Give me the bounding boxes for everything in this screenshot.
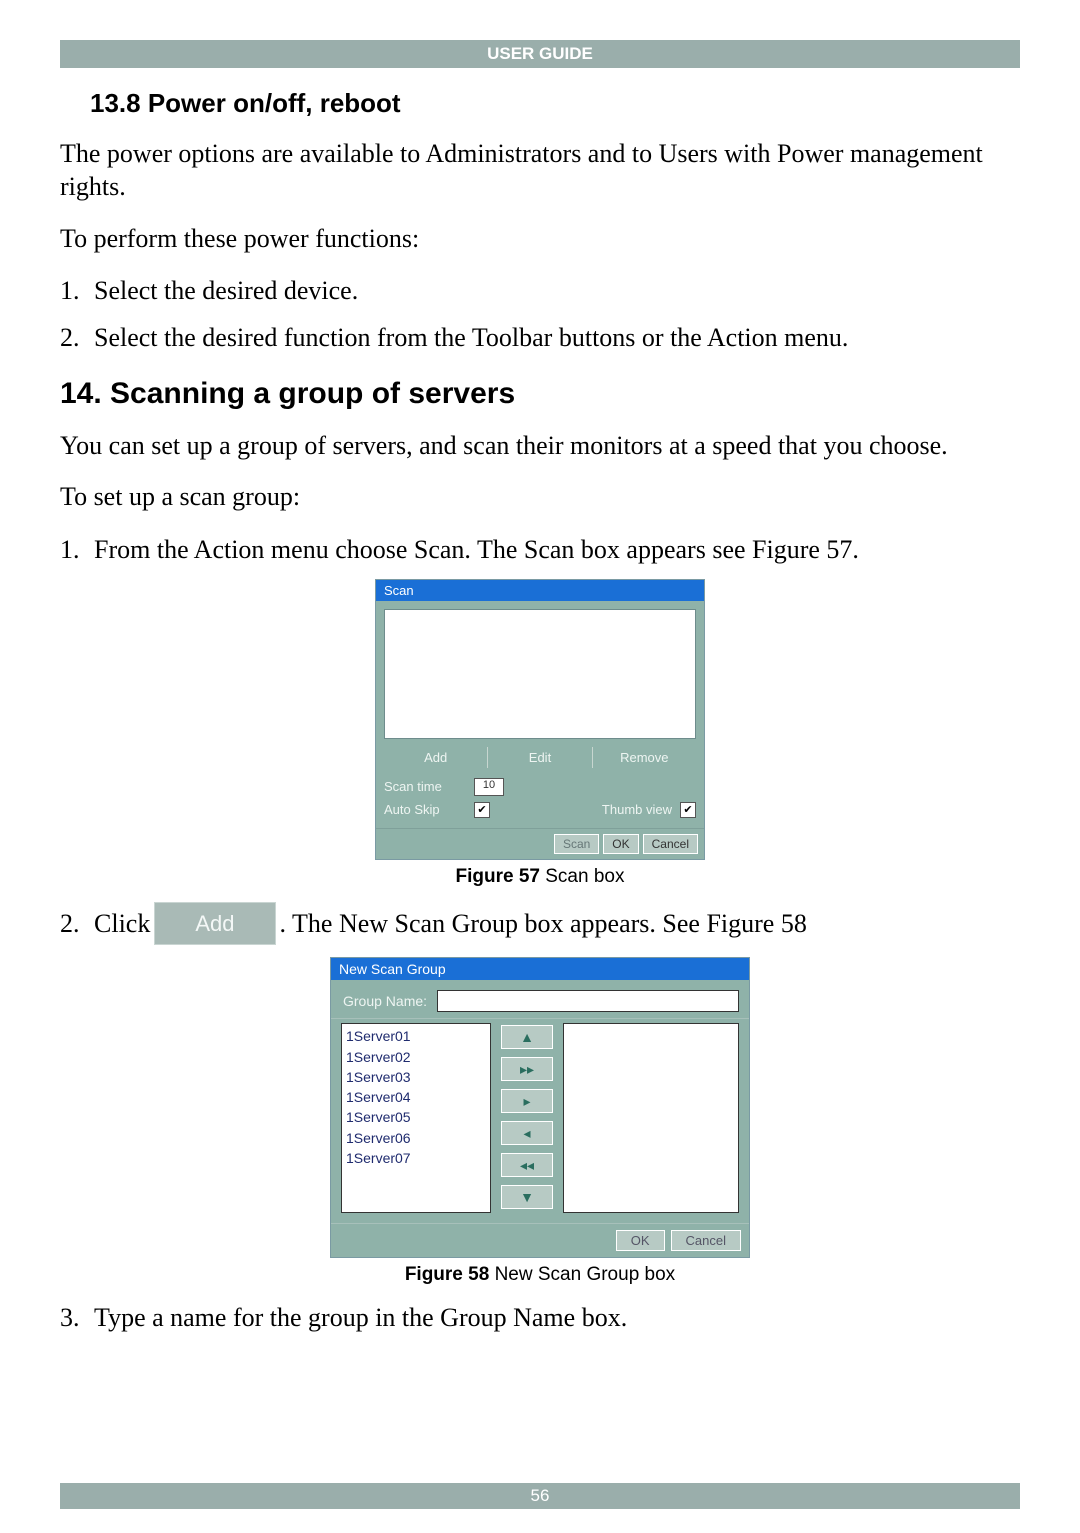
scan-ok-button[interactable]: OK [603,834,638,854]
heading-13-8: 13.8 Power on/off, reboot [90,88,1020,119]
move-down-button[interactable]: ▼ [501,1185,553,1209]
step-14-3: 3. Type a name for the group in the Grou… [60,1300,1020,1335]
heading-14: 14. Scanning a group of servers [60,377,1020,411]
move-up-button[interactable]: ▲ [501,1025,553,1049]
step2-prefix: Click [94,906,150,941]
scan-dialog: Scan Add Edit Remove Scan time 10 Auto S… [375,579,705,860]
para-14-1: You can set up a group of servers, and s… [60,429,1020,462]
list-number: 2. [60,906,94,941]
scan-time-label: Scan time [384,779,474,794]
list-text: Select the desired function from the Too… [94,320,1020,355]
step-13-8-1: 1. Select the desired device. [60,273,1020,308]
step-14-1: 1. From the Action menu choose Scan. The… [60,532,1020,567]
nsg-cancel-button[interactable]: Cancel [671,1230,741,1251]
scan-add-button[interactable]: Add [384,747,488,768]
list-number: 3. [60,1300,94,1335]
nsg-title: New Scan Group [331,958,749,980]
list-number: 1. [60,273,94,308]
move-all-right-button[interactable]: ▸▸ [501,1057,553,1081]
scan-remove-button[interactable]: Remove [593,747,696,768]
add-button-graphic: Add [154,902,275,946]
scan-edit-button[interactable]: Edit [488,747,592,768]
scan-dialog-title: Scan [376,580,704,601]
thumb-view-label: Thumb view [602,802,672,817]
para-13-8-2: To perform these power functions: [60,222,1020,255]
para-14-2: To set up a scan group: [60,480,1020,513]
page-header: USER GUIDE [60,40,1020,68]
list-number: 2. [60,320,94,355]
move-all-left-button[interactable]: ◂◂ [501,1153,553,1177]
all-left-icon: ◂◂ [520,1157,534,1174]
list-item[interactable]: 1Server03 [346,1067,486,1087]
group-name-field[interactable] [437,990,739,1012]
list-item[interactable]: 1Server07 [346,1148,486,1168]
list-item[interactable]: 1Server06 [346,1128,486,1148]
auto-skip-label: Auto Skip [384,802,474,817]
move-right-button[interactable]: ▸ [501,1089,553,1113]
list-item[interactable]: 1Server02 [346,1047,486,1067]
all-right-icon: ▸▸ [520,1061,534,1078]
list-item[interactable]: 1Server01 [346,1026,486,1046]
right-icon: ▸ [523,1093,530,1110]
list-text: Click Add . The New Scan Group box appea… [94,902,1020,946]
step-13-8-2: 2. Select the desired function from the … [60,320,1020,355]
down-icon: ▼ [520,1189,534,1205]
list-text: From the Action menu choose Scan. The Sc… [94,532,1020,567]
scan-time-field[interactable]: 10 [474,778,504,796]
up-icon: ▲ [520,1029,534,1045]
list-item[interactable]: 1Server04 [346,1087,486,1107]
scan-button-row: Add Edit Remove [384,747,696,768]
transfer-buttons: ▲ ▸▸ ▸ ◂ ◂◂ ▼ [497,1023,557,1213]
scan-footer: Scan OK Cancel [376,828,704,859]
group-name-label: Group Name: [343,993,427,1009]
available-servers-list[interactable]: 1Server01 1Server02 1Server03 1Server04 … [341,1023,491,1213]
page-footer: 56 [60,1483,1020,1509]
auto-skip-checkbox[interactable]: ✔ [474,802,490,818]
list-number: 1. [60,532,94,567]
selected-servers-list[interactable] [563,1023,739,1213]
figure-57: Scan Add Edit Remove Scan time 10 Auto S… [60,579,1020,888]
step-14-2: 2. Click Add . The New Scan Group box ap… [60,902,1020,946]
move-left-button[interactable]: ◂ [501,1121,553,1145]
step2-suffix: . The New Scan Group box appears. See Fi… [280,906,807,941]
figure-57-caption: Figure 57 Scan box [60,866,1020,888]
nsg-ok-button[interactable]: OK [616,1230,665,1251]
thumb-view-checkbox[interactable]: ✔ [680,802,696,818]
figure-58: New Scan Group Group Name: 1Server01 1Se… [60,957,1020,1286]
para-13-8-1: The power options are available to Admin… [60,137,1020,204]
list-text: Select the desired device. [94,273,1020,308]
list-text: Type a name for the group in the Group N… [94,1300,1020,1335]
list-item[interactable]: 1Server05 [346,1107,486,1127]
scan-start-button[interactable]: Scan [554,834,599,854]
nsg-footer: OK Cancel [331,1223,749,1257]
scan-cancel-button[interactable]: Cancel [643,834,698,854]
left-icon: ◂ [523,1125,530,1142]
scan-controls: Scan time 10 Auto Skip ✔ Thumb view ✔ [384,778,696,818]
scan-listbox[interactable] [384,609,696,739]
figure-58-caption: Figure 58 New Scan Group box [60,1264,1020,1286]
new-scan-group-dialog: New Scan Group Group Name: 1Server01 1Se… [330,957,750,1258]
